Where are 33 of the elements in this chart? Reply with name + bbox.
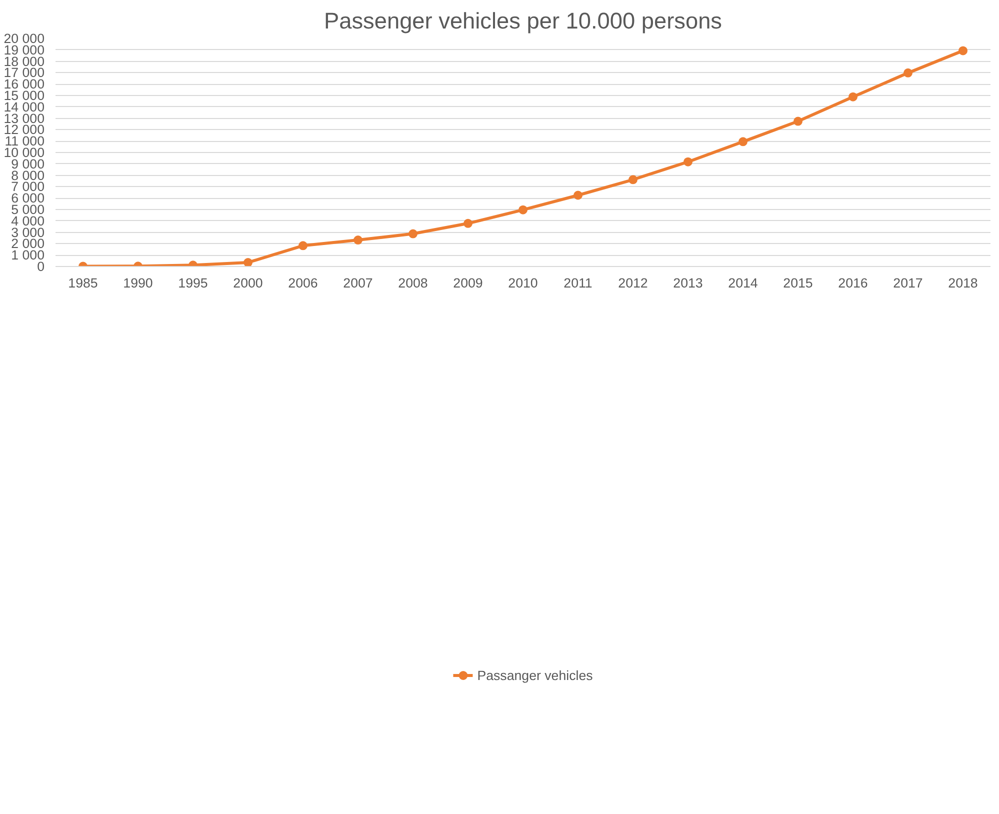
x-tick-label: 2011 xyxy=(564,276,592,290)
x-tick-label: 1995 xyxy=(178,276,208,290)
point xyxy=(684,157,692,166)
x-tick-label: 1990 xyxy=(123,276,153,290)
x-tick-label: 2017 xyxy=(893,276,923,290)
point xyxy=(574,190,582,200)
x-tick-label: 2016 xyxy=(838,276,868,290)
point xyxy=(958,46,968,56)
x-tick-label: 2014 xyxy=(728,276,758,290)
point xyxy=(628,175,638,184)
x-tick-label: 2015 xyxy=(783,276,813,290)
x-tick-label: 1985 xyxy=(68,276,98,290)
point xyxy=(464,218,472,228)
x-tick-label: 2000 xyxy=(233,276,263,290)
point xyxy=(904,68,912,78)
x-tick-label: 2007 xyxy=(343,276,373,290)
point xyxy=(848,92,858,102)
x-tick-label: 2013 xyxy=(673,276,703,290)
point xyxy=(738,137,748,146)
x-tick-label: 2006 xyxy=(288,276,318,290)
point xyxy=(518,205,528,214)
point xyxy=(244,258,252,266)
point xyxy=(408,229,418,238)
x-tick-label: 2008 xyxy=(398,276,428,290)
x-tick-label: 2012 xyxy=(618,276,648,290)
x-tick-label: 2010 xyxy=(508,276,538,290)
x-tick-label: 2009 xyxy=(453,276,483,290)
point xyxy=(794,116,802,126)
point xyxy=(298,241,308,250)
chart-title: Passenger vehicles per 10.000 persons xyxy=(324,8,722,34)
point xyxy=(354,236,362,245)
legend-label: Passanger vehicles xyxy=(477,668,593,682)
x-tick-label: 2018 xyxy=(948,276,978,290)
